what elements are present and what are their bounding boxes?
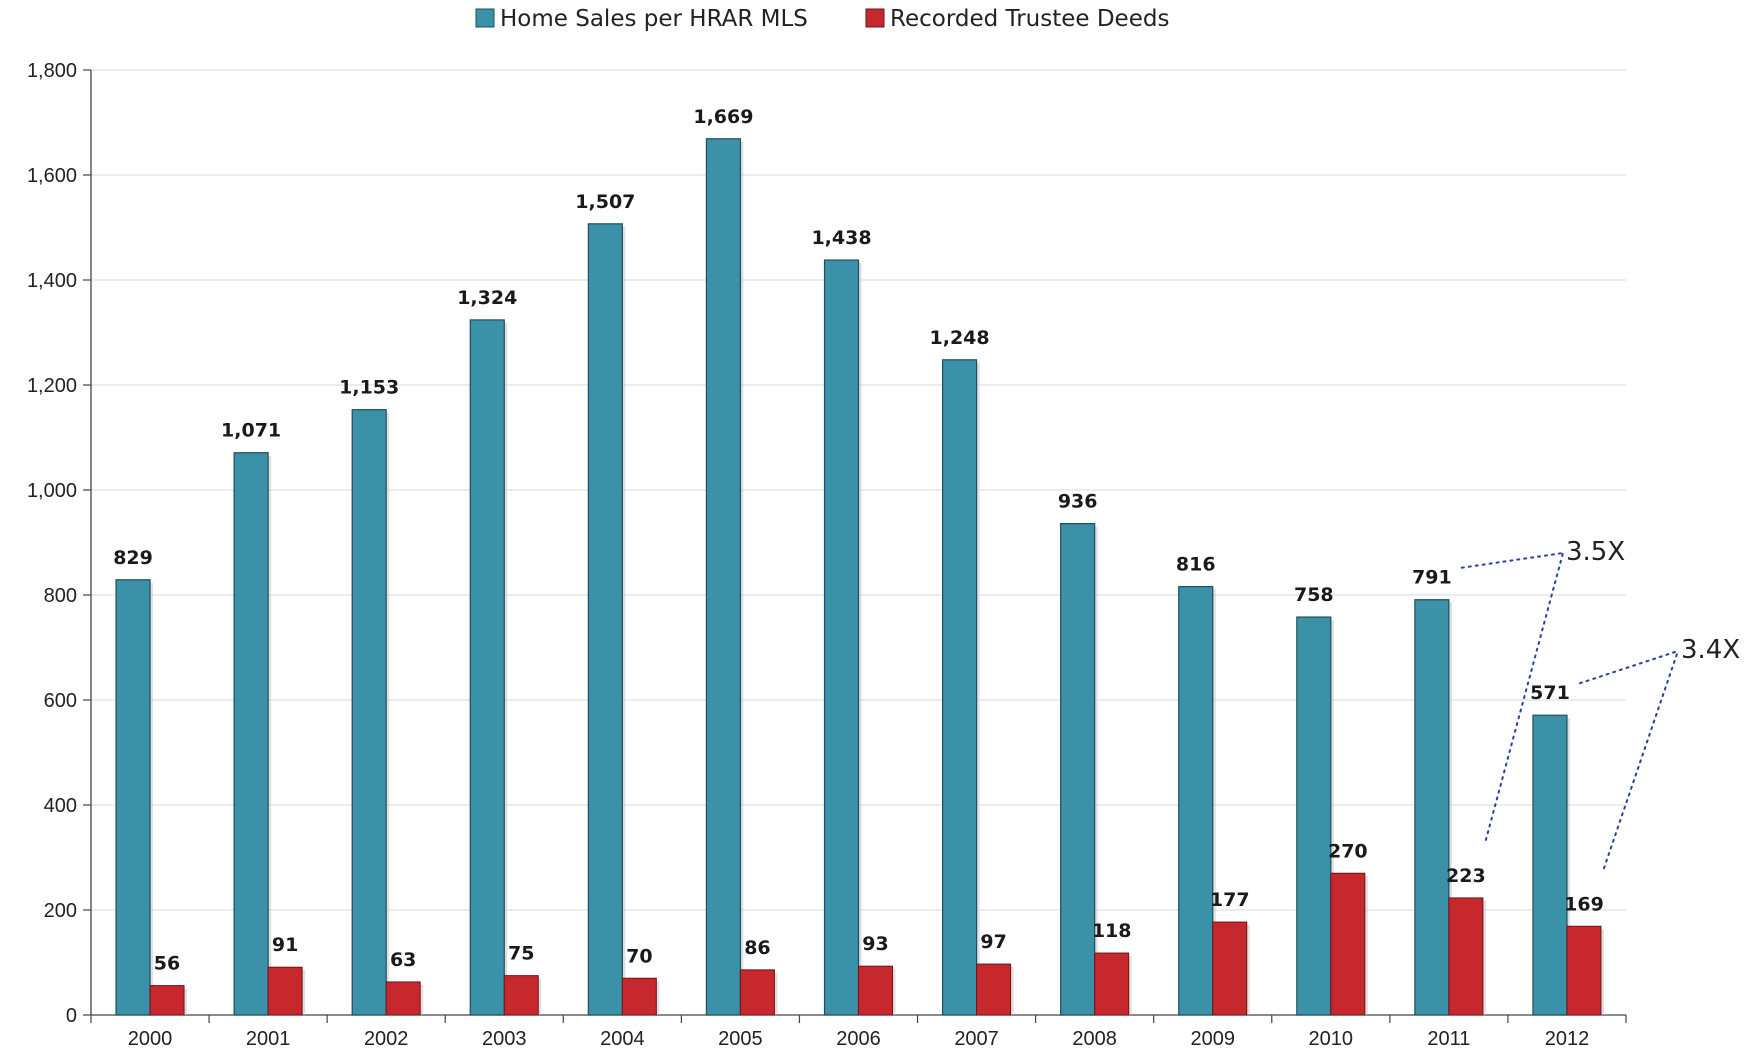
annotation-leader-line: [1484, 552, 1564, 841]
bar-trustee-deeds-2003: [503, 975, 539, 1016]
data-label-trustee-deeds: 75: [508, 943, 534, 965]
bar-home-sales-2006: [823, 259, 860, 1016]
bar-home-sales-2001: [233, 452, 269, 1016]
bar-home-sales-2007: [941, 359, 978, 1016]
y-tick-label: 600: [44, 690, 77, 712]
x-tick-label: 2011: [1427, 1028, 1470, 1050]
bar-trustee-deeds-2011: [1448, 897, 1484, 1016]
bar-home-sales-2005: [705, 138, 742, 1016]
x-tick-label: 2001: [246, 1028, 291, 1050]
y-tick-label: 400: [44, 795, 77, 817]
x-tick-label: 2004: [600, 1028, 645, 1050]
bar-trustee-deeds-2004: [621, 977, 657, 1016]
bar-trustee-deeds-2008: [1094, 952, 1130, 1016]
bar-trustee-deeds-2005: [739, 969, 775, 1016]
bar-trustee-deeds-2010: [1330, 872, 1366, 1016]
data-label-home-sales: 1,248: [930, 327, 990, 349]
data-label-trustee-deeds: 70: [626, 945, 652, 967]
bar-home-sales-2002: [351, 409, 387, 1016]
data-label-home-sales: 1,669: [693, 106, 753, 128]
bar-home-sales-2009: [1178, 585, 1214, 1016]
data-label-trustee-deeds: 56: [154, 953, 180, 975]
x-tick-label: 2008: [1072, 1028, 1117, 1050]
bar-home-sales-2011: [1414, 599, 1450, 1016]
legend-swatch-home-sales: [475, 8, 495, 28]
data-label-trustee-deeds: 91: [272, 934, 298, 956]
y-tick-label: 800: [44, 585, 77, 607]
data-label-home-sales: 1,153: [339, 377, 399, 399]
data-label-home-sales: 1,324: [457, 287, 517, 309]
data-label-trustee-deeds: 223: [1446, 865, 1486, 887]
data-label-trustee-deeds: 177: [1210, 889, 1250, 911]
data-label-trustee-deeds: 97: [980, 931, 1006, 953]
y-tick-label: 1,000: [27, 480, 77, 502]
y-tick-label: 1,200: [27, 375, 77, 397]
bar-trustee-deeds-2002: [385, 981, 421, 1016]
bar-trustee-deeds-2000: [149, 985, 185, 1016]
data-label-home-sales: 791: [1412, 567, 1452, 589]
bar-home-sales-2008: [1060, 522, 1096, 1016]
bar-home-sales-2010: [1296, 616, 1332, 1016]
x-tick-label: 2000: [128, 1028, 173, 1050]
legend-label-trustee-deeds: Recorded Trustee Deeds: [890, 6, 1169, 32]
bar-trustee-deeds-2009: [1212, 921, 1248, 1016]
x-tick-label: 2002: [364, 1028, 409, 1050]
data-label-trustee-deeds: 63: [390, 949, 416, 971]
legend-swatch-trustee-deeds: [865, 8, 885, 28]
data-label-home-sales: 816: [1176, 554, 1216, 576]
data-label-home-sales: 571: [1530, 682, 1570, 704]
bar-trustee-deeds-2007: [976, 963, 1012, 1016]
legend-label-home-sales: Home Sales per HRAR MLS: [500, 6, 808, 32]
x-tick-label: 2010: [1309, 1028, 1354, 1050]
y-tick-label: 200: [44, 900, 77, 922]
bar-trustee-deeds-2001: [267, 966, 303, 1016]
x-tick-label: 2006: [836, 1028, 881, 1050]
x-tick-label: 2007: [954, 1028, 999, 1050]
x-tick-label: 2003: [482, 1028, 527, 1050]
x-tick-label: 2005: [718, 1028, 763, 1050]
x-tick-label: 2012: [1545, 1028, 1590, 1050]
y-tick-label: 1,800: [27, 60, 77, 82]
y-tick-label: 0: [66, 1005, 77, 1027]
data-label-trustee-deeds: 270: [1328, 840, 1368, 862]
data-label-trustee-deeds: 169: [1564, 893, 1604, 915]
data-label-home-sales: 1,071: [221, 420, 281, 442]
annotation-leader-line: [1460, 552, 1564, 569]
data-label-trustee-deeds: 93: [862, 933, 888, 955]
bar-home-sales-2003: [469, 319, 505, 1016]
annotation-leader-line: [1578, 650, 1679, 685]
data-label-trustee-deeds: 86: [744, 937, 770, 959]
annotation-ratio-label: 3.5X: [1566, 537, 1625, 567]
data-label-home-sales: 1,507: [575, 191, 635, 213]
x-tick-label: 2009: [1190, 1028, 1235, 1050]
data-label-home-sales: 829: [113, 547, 153, 569]
annotation-leader-line: [1602, 650, 1679, 870]
y-tick-label: 1,400: [27, 270, 77, 292]
data-label-home-sales: 758: [1294, 584, 1334, 606]
bar-trustee-deeds-2006: [858, 965, 893, 1016]
data-label-trustee-deeds: 118: [1092, 920, 1132, 942]
y-tick-label: 1,600: [27, 165, 77, 187]
annotation-ratio-label: 3.4X: [1681, 635, 1740, 665]
bar-home-sales-2012: [1532, 714, 1568, 1016]
data-label-home-sales: 1,438: [811, 227, 871, 249]
data-label-home-sales: 936: [1058, 491, 1098, 513]
bar-home-sales-2004: [587, 223, 623, 1016]
bar-trustee-deeds-2012: [1566, 925, 1602, 1016]
bar-home-sales-2000: [115, 579, 151, 1016]
